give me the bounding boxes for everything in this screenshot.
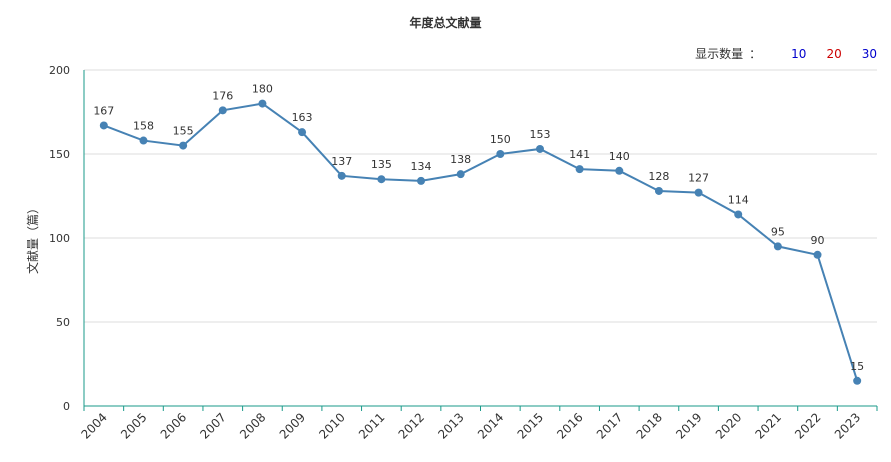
x-tick-labels: 2004 2005 2006 2007 2008 2009 2010 2011 2012 2013…: [78, 410, 863, 441]
data-label: 141: [569, 148, 590, 161]
data-point[interactable]: [99, 121, 108, 130]
data-label: 167: [93, 104, 114, 117]
x-tick-label: 2018: [634, 410, 665, 441]
data-labels: 167 158 155 176 180 163 137 135 134 138 150 153 141 1…: [93, 83, 864, 373]
x-tick-label: 2013: [435, 410, 466, 441]
x-tick-label: 2015: [515, 410, 546, 441]
data-label: 114: [728, 193, 749, 206]
data-label: 176: [212, 89, 233, 102]
series-line: [103, 102, 859, 382]
grid-lines: [84, 69, 877, 323]
x-tick-label: 2004: [78, 410, 109, 441]
y-tick-label: 150: [49, 148, 70, 161]
data-point[interactable]: [179, 141, 188, 150]
data-point[interactable]: [853, 376, 862, 385]
x-tick-label: 2005: [118, 410, 149, 441]
data-label: 134: [411, 160, 432, 173]
data-label: 153: [529, 128, 550, 141]
y-tick-label: 50: [56, 316, 70, 329]
x-tick-label: 2021: [752, 410, 783, 441]
data-label: 128: [648, 170, 669, 183]
x-tick-label: 2022: [792, 410, 823, 441]
x-tick-label: 2016: [554, 410, 585, 441]
data-point[interactable]: [734, 210, 743, 219]
x-tick-label: 2020: [713, 410, 744, 441]
display-count-separator: ：: [749, 47, 762, 61]
data-label: 138: [450, 153, 471, 166]
data-point[interactable]: [615, 166, 624, 175]
data-point[interactable]: [813, 250, 822, 259]
data-point[interactable]: [139, 136, 148, 145]
data-label: 150: [490, 133, 511, 146]
x-tick-label: 2010: [316, 410, 347, 441]
data-point[interactable]: [773, 242, 782, 251]
x-tick-label: 2011: [356, 410, 387, 441]
data-point[interactable]: [337, 171, 346, 180]
data-label: 127: [688, 172, 709, 185]
y-tick-label: 200: [49, 64, 70, 77]
data-points: [99, 99, 862, 385]
x-tick-label: 2006: [158, 410, 189, 441]
data-label: 155: [173, 125, 194, 138]
data-label: 163: [292, 111, 313, 124]
display-count-selector: 显示数量 ： 10 20 30: [695, 45, 877, 62]
x-tick-label: 2017: [594, 410, 625, 441]
x-tick-label: 2009: [277, 410, 308, 441]
data-label: 180: [252, 83, 273, 96]
data-label: 137: [331, 155, 352, 168]
y-axis-label: 文献量（篇）: [25, 202, 40, 274]
data-point[interactable]: [456, 170, 465, 179]
display-count-option-10[interactable]: 10: [791, 46, 807, 61]
y-tick-label: 100: [49, 232, 70, 245]
x-tick-label: 2008: [237, 410, 268, 441]
x-tick-label: 2012: [396, 410, 427, 441]
data-label: 158: [133, 120, 154, 133]
data-label: 140: [609, 150, 630, 163]
data-point[interactable]: [218, 106, 227, 115]
data-point[interactable]: [694, 188, 703, 197]
data-label: 15: [850, 360, 864, 373]
x-tick-label: 2023: [832, 410, 863, 441]
data-label: 135: [371, 158, 392, 171]
data-label: 90: [811, 234, 825, 247]
y-tick-labels: 0 50 100 150 200: [49, 64, 70, 413]
data-point[interactable]: [298, 128, 307, 137]
data-point[interactable]: [417, 176, 426, 185]
x-tick-label: 2019: [673, 410, 704, 441]
data-point[interactable]: [377, 175, 386, 184]
display-count-option-30[interactable]: 30: [861, 46, 877, 61]
display-count-option-20[interactable]: 20: [826, 46, 842, 61]
data-point[interactable]: [535, 144, 544, 153]
axes: [83, 70, 878, 411]
data-label: 95: [771, 225, 785, 238]
data-point[interactable]: [575, 165, 584, 174]
x-tick-label: 2014: [475, 410, 506, 441]
data-point[interactable]: [654, 186, 663, 195]
display-count-label: 显示数量: [695, 47, 744, 61]
data-point[interactable]: [496, 150, 505, 158]
data-point[interactable]: [258, 99, 267, 108]
chart-title: 年度总文献量: [409, 16, 482, 30]
x-tick-label: 2007: [197, 410, 228, 441]
y-tick-label: 0: [63, 400, 70, 413]
